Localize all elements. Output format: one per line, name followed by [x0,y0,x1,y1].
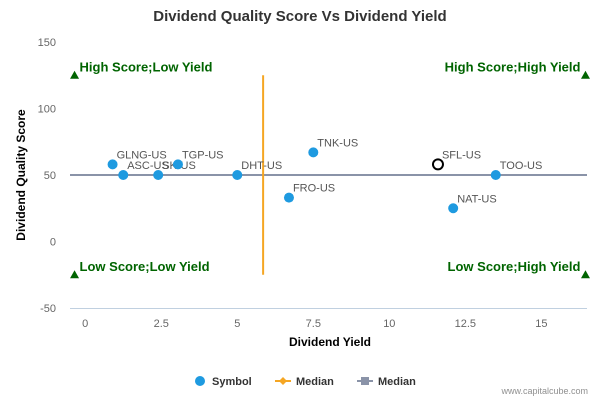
quadrant-label-bottom-right: Low Score;High Yield [448,259,581,274]
data-point [118,170,129,180]
quadrant-label-bottom-left: Low Score;Low Yield [80,259,210,274]
chart-title: Dividend Quality Score Vs Dividend Yield [153,8,446,25]
credit-text: www.capitalcube.com [500,386,588,396]
x-tick-label: 0 [82,318,88,330]
quadrant-marker-bottom-left [70,270,80,279]
data-point [283,192,294,203]
data-point [107,159,118,170]
quadrant-label-top-right: High Score;High Yield [445,59,581,74]
y-tick-label: 150 [38,37,56,49]
y-tick-label: -50 [40,303,56,315]
data-point [153,170,164,180]
data-point-label: GLNG-US [117,149,167,161]
data-point-label: TNK-US [317,137,358,149]
legend-median-y-marker [361,377,369,385]
legend-symbol-marker [195,376,205,386]
x-tick-label: 5 [234,318,240,330]
quadrant-marker-top-right [580,70,590,79]
x-tick-label: 10 [383,318,395,330]
data-point [308,147,319,158]
y-tick-label: 0 [50,237,56,249]
legend[interactable]: Symbol Median Median [195,376,416,388]
data-point-label: ASC-US [127,160,169,172]
highlight-point [431,158,444,171]
plot-area: 0 2.5 5 7.5 10 12.5 15 -50 0 50 100 150 High Score;L… [38,37,590,330]
data-point-label: TOO-US [500,160,543,172]
x-tick-label: 2.5 [154,318,169,330]
quadrant-label-top-left: High Score;Low Yield [80,59,213,74]
x-tick-label: 12.5 [455,318,476,330]
legend-median-x-marker [279,377,287,385]
data-point-label: DHT-US [241,160,282,172]
highlight-point-label: SFL-US [442,149,481,161]
x-tick-label: 7.5 [306,318,321,330]
data-point [232,170,243,180]
y-axis-title: Dividend Quality Score [14,109,28,241]
data-point [448,203,459,214]
legend-median-y-label: Median [378,376,416,388]
x-axis-title: Dividend Yield [289,335,371,349]
quadrant-marker-bottom-right [580,270,590,279]
y-tick-label: 50 [44,170,56,182]
data-point [172,159,183,170]
data-point-label: FRO-US [293,183,335,195]
data-point [490,170,501,180]
y-tick-label: 100 [38,104,56,116]
data-point-label: NAT-US [457,193,497,205]
legend-symbol-label: Symbol [212,376,252,388]
x-tick-label: 15 [535,318,547,330]
legend-median-x-label: Median [296,376,334,388]
data-point-label: TGP-US [182,149,224,161]
quadrant-marker-top-left [70,70,80,79]
